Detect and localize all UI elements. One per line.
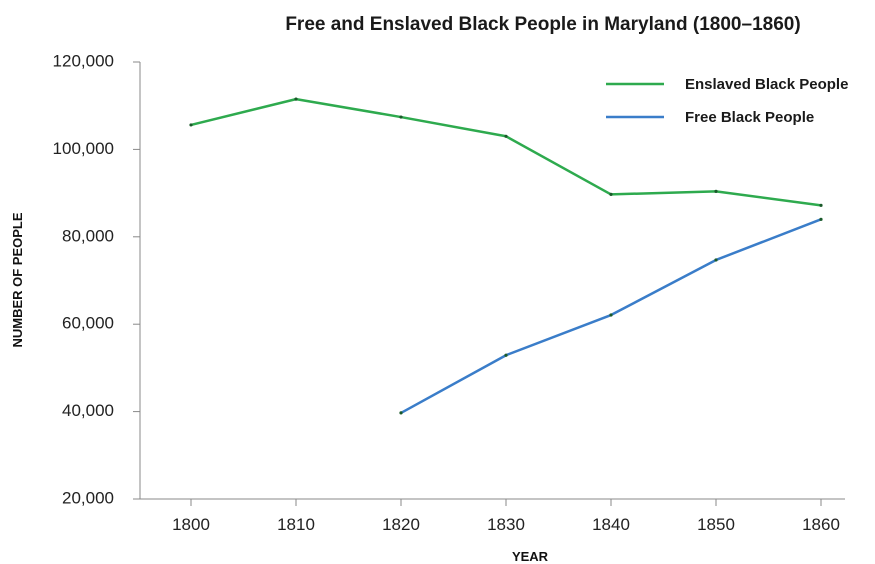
data-point-free: [399, 411, 403, 415]
y-axis-label: NUMBER OF PEOPLE: [10, 212, 25, 347]
series-layer: [189, 97, 823, 415]
data-point-enslaved: [609, 192, 613, 197]
legend-label-enslaved: Enslaved Black People: [685, 76, 848, 93]
data-point-free: [819, 217, 823, 221]
x-tick-label: 1840: [592, 515, 630, 534]
y-tick-label: 80,000: [62, 226, 114, 245]
x-tick-label: 1830: [487, 515, 525, 534]
data-point-free: [609, 313, 613, 317]
data-point-enslaved: [504, 134, 508, 138]
y-axis: 20,000 40,000 60,000 80,000 100,000 120,000: [53, 51, 141, 507]
legend: Enslaved Black People Free Black People: [606, 76, 848, 126]
x-tick-label: 1850: [697, 515, 735, 534]
x-tick-label: 1800: [172, 515, 210, 534]
y-tick-label: 20,000: [62, 488, 114, 507]
data-point-free: [504, 353, 508, 357]
x-tick-label: 1860: [802, 515, 840, 534]
x-tick-label: 1820: [382, 515, 420, 534]
chart-title: Free and Enslaved Black People in Maryla…: [285, 14, 800, 35]
y-tick-label: 120,000: [53, 51, 114, 70]
data-point-enslaved: [819, 203, 823, 207]
y-tick-label: 40,000: [62, 401, 114, 420]
data-point-enslaved: [294, 97, 298, 101]
legend-label-free: Free Black People: [685, 109, 814, 126]
x-axis: 1800 1810 1820 1830 1840 1850 1860: [140, 498, 845, 534]
data-point-free: [714, 258, 718, 262]
data-point-enslaved: [714, 189, 718, 193]
y-tick-label: 100,000: [53, 139, 114, 158]
x-axis-label: YEAR: [512, 549, 549, 564]
x-tick-label: 1810: [277, 515, 315, 534]
data-point-enslaved: [399, 115, 403, 119]
y-tick-label: 60,000: [62, 314, 114, 333]
data-point-enslaved: [189, 123, 193, 127]
